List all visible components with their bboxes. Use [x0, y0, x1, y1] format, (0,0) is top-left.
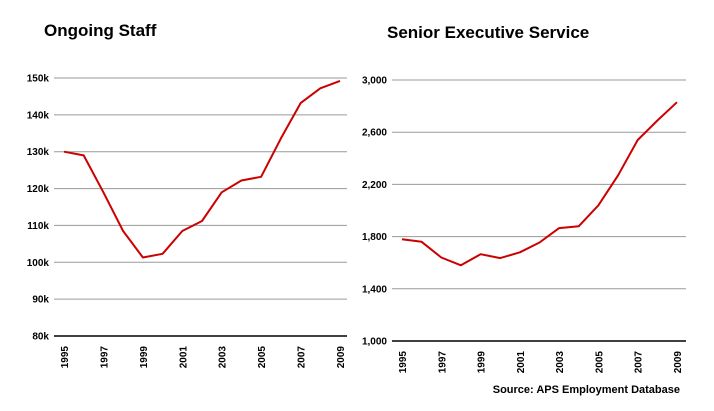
senior-executive-service-x-tick-label: 2009 [673, 351, 684, 374]
senior-executive-service-y-tick-label: 2,200 [362, 180, 387, 191]
senior-executive-service-series-line [401, 101, 678, 267]
ongoing-staff-y-tick-label: 80k [32, 332, 49, 343]
senior-executive-service-y-tick-label: 1,000 [362, 337, 387, 348]
ongoing-staff-y-tick-label: 150k [27, 74, 50, 85]
ongoing-staff-series-line [63, 79, 341, 259]
senior-executive-service-y-tick-label: 1,800 [362, 232, 387, 243]
ongoing-staff-y-axis-labels: 80k 90k 100k 110k 120k 130k 140k 150k [27, 74, 50, 343]
ongoing-staff-x-tick-label: 2009 [336, 346, 347, 369]
ongoing-staff-x-tick-label: 2003 [218, 346, 229, 369]
senior-executive-service-x-tick-label: 2003 [555, 351, 566, 374]
ongoing-staff-y-tick-label: 140k [27, 110, 50, 121]
ongoing-staff-x-tick-label: 1999 [139, 346, 150, 369]
senior-executive-service-x-tick-label: 1997 [437, 351, 448, 374]
ongoing-staff-y-tick-label: 90k [32, 295, 49, 306]
ongoing-staff-x-tick-label: 2007 [297, 346, 308, 369]
ongoing-staff-grid [54, 77, 347, 300]
ongoing-staff-x-tick-label: 1997 [99, 346, 110, 369]
senior-executive-service-x-tick-label: 2005 [594, 351, 605, 374]
ongoing-staff-y-tick-label: 100k [27, 258, 50, 269]
senior-executive-service-x-tick-label: 1995 [398, 351, 409, 374]
ongoing-staff-y-tick-label: 110k [27, 221, 49, 232]
ongoing-staff-x-axis-labels: 1995 1997 1999 2001 2003 2005 2007 2009 [60, 346, 347, 369]
senior-executive-service-x-tick-label: 1999 [477, 351, 488, 374]
senior-executive-service-y-tick-label: 3,000 [362, 76, 387, 87]
senior-executive-service-title: Senior Executive Service [387, 23, 589, 42]
senior-executive-service-y-tick-label: 2,600 [362, 128, 387, 139]
ongoing-staff-title: Ongoing Staff [44, 21, 157, 40]
senior-executive-service-x-tick-label: 2007 [634, 351, 645, 374]
source-note: Source: APS Employment Database [493, 384, 680, 396]
senior-executive-service-x-tick-label: 2001 [516, 351, 527, 374]
senior-executive-service-y-axis-labels: 1,000 1,400 1,800 2,200 2,600 3,000 [362, 76, 387, 348]
senior-executive-service-x-axis-labels: 1995 1997 1999 2001 2003 2005 2007 2009 [398, 351, 684, 374]
senior-executive-service-panel: Senior Executive Service 1,000 1,400 1,800… [362, 23, 686, 373]
ongoing-staff-x-tick-label: 2005 [257, 346, 268, 369]
ongoing-staff-panel: Ongoing Staff 80k 90k 100k 110k 120k 130k 140k… [27, 21, 347, 368]
ongoing-staff-y-tick-label: 130k [27, 147, 50, 158]
ongoing-staff-series [54, 79, 347, 337]
ongoing-staff-y-tick-label: 120k [27, 184, 50, 195]
senior-executive-service-grid [392, 79, 686, 290]
senior-executive-service-series [392, 101, 686, 342]
ongoing-staff-x-tick-label: 2001 [178, 346, 189, 369]
ongoing-staff-x-tick-label: 1995 [60, 346, 71, 369]
senior-executive-service-y-tick-label: 1,400 [362, 284, 387, 295]
